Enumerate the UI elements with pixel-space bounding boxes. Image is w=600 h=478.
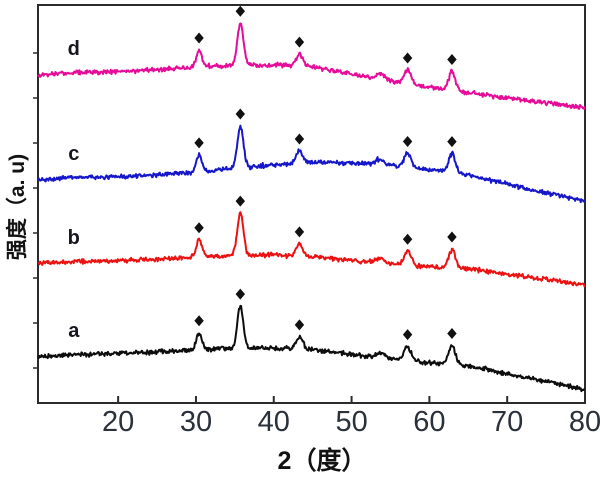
x-tick-label-50: 50 [335,406,367,438]
peak-marker-b-57.2 [402,233,413,245]
x-tick-label-30: 30 [180,406,212,438]
peak-marker-c-43.3 [294,133,305,145]
x-tick-label-40: 40 [258,406,290,438]
xrd-curve-d [37,22,586,110]
peak-marker-b-35.7 [235,195,246,207]
xrd-curve-c [37,124,586,204]
peak-marker-a-30.4 [194,315,204,327]
peak-marker-c-62.9 [447,136,457,148]
peak-marker-b-30.4 [194,222,204,234]
peak-marker-c-57.2 [402,136,413,148]
peak-marker-b-43.3 [294,226,305,238]
peak-marker-a-43.3 [294,319,305,331]
x-tick-label-20: 20 [102,406,134,438]
x-tick-label-80: 80 [569,406,600,438]
peak-marker-d-30.4 [194,32,204,44]
peak-marker-c-30.4 [194,137,204,149]
peak-marker-d-43.3 [294,36,305,48]
x-tick-label-60: 60 [413,406,445,438]
xrd-curve-a [37,304,586,393]
peak-marker-d-62.9 [447,54,457,66]
xrd-curve-b [37,211,586,288]
plot-frame [37,4,586,404]
peak-marker-d-57.2 [402,52,413,64]
curve-label-c: c [68,143,79,165]
peak-marker-b-62.9 [447,231,457,243]
peak-marker-a-35.7 [235,288,246,300]
peak-marker-a-57.2 [402,329,413,341]
curve-label-d: d [68,38,80,60]
peak-marker-d-35.7 [235,5,246,17]
x-axis-label: 2（度） [277,447,367,475]
peak-marker-a-62.9 [447,328,457,340]
curve-label-b: b [68,227,80,249]
x-tick-label-70: 70 [491,406,523,438]
peak-marker-c-35.7 [235,108,246,120]
y-axis-label: 强度（a. u) [6,153,29,261]
curve-label-a: a [68,320,80,342]
